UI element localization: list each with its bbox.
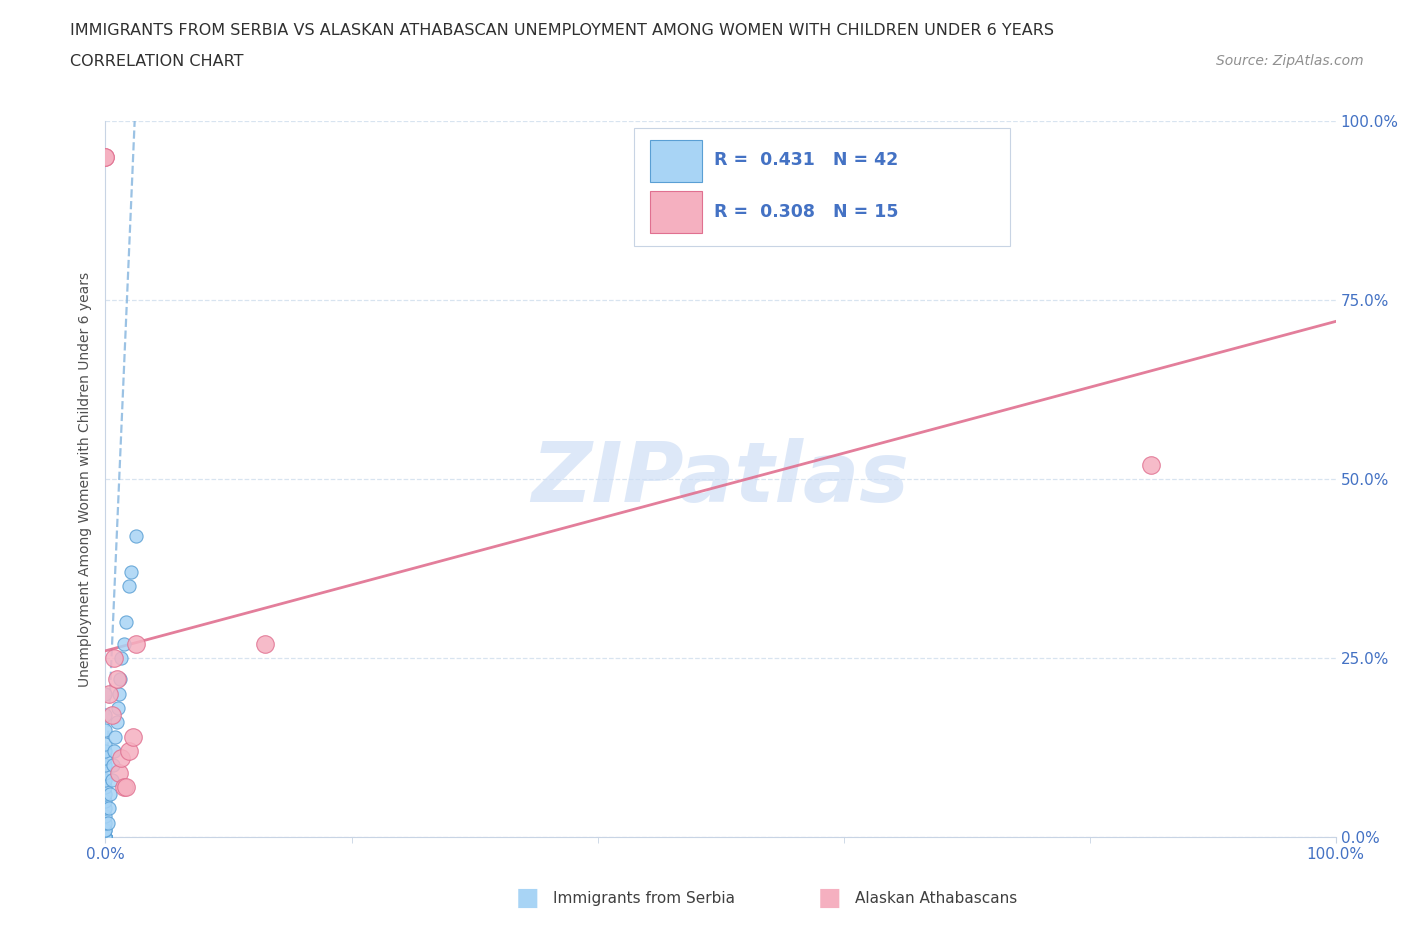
Point: [94, 808, 117, 823]
Text: ■: ■: [818, 886, 841, 910]
Point: [94, 737, 117, 751]
FancyBboxPatch shape: [634, 128, 1010, 246]
Point: [94, 801, 117, 816]
Point: [94, 722, 117, 737]
Text: ■: ■: [516, 886, 538, 910]
Point: [108, 686, 131, 701]
Point: [125, 636, 148, 651]
Point: [94, 779, 117, 794]
Point: [94, 830, 117, 844]
Point: [105, 715, 128, 730]
Point: [112, 636, 135, 651]
Point: [94, 765, 117, 780]
Point: [94, 744, 117, 759]
Point: [94, 751, 117, 765]
Point: [94, 830, 117, 844]
Point: [121, 729, 143, 744]
Text: ZIPatlas: ZIPatlas: [531, 438, 910, 520]
Point: [115, 615, 138, 630]
Point: [94, 830, 117, 844]
Point: [100, 708, 122, 723]
Point: [254, 636, 277, 651]
Point: [125, 529, 148, 544]
Point: [105, 672, 128, 687]
Point: [98, 787, 122, 802]
Point: [94, 772, 117, 787]
Y-axis label: Unemployment Among Women with Children Under 6 years: Unemployment Among Women with Children U…: [79, 272, 93, 686]
Point: [110, 651, 132, 666]
Point: [103, 651, 125, 666]
Point: [94, 150, 117, 165]
Point: [94, 830, 117, 844]
FancyBboxPatch shape: [651, 191, 702, 233]
Text: Alaskan Athabascans: Alaskan Athabascans: [855, 891, 1017, 906]
Point: [112, 779, 135, 794]
Point: [94, 150, 117, 165]
Point: [100, 772, 122, 787]
Point: [94, 794, 117, 809]
Text: CORRELATION CHART: CORRELATION CHART: [70, 54, 243, 69]
Point: [94, 708, 117, 723]
Point: [1140, 458, 1163, 472]
Text: Source: ZipAtlas.com: Source: ZipAtlas.com: [1216, 54, 1364, 68]
Point: [110, 751, 132, 765]
FancyBboxPatch shape: [651, 140, 702, 181]
Point: [94, 758, 117, 773]
Point: [120, 565, 142, 579]
Point: [98, 686, 121, 701]
Point: [108, 765, 131, 780]
Text: R =  0.431   N = 42: R = 0.431 N = 42: [714, 152, 898, 169]
Point: [118, 578, 141, 594]
Point: [94, 787, 117, 802]
Point: [98, 801, 121, 816]
Point: [115, 779, 138, 794]
Point: [104, 729, 127, 744]
Point: [94, 830, 117, 844]
Point: [94, 822, 117, 837]
Text: IMMIGRANTS FROM SERBIA VS ALASKAN ATHABASCAN UNEMPLOYMENT AMONG WOMEN WITH CHILD: IMMIGRANTS FROM SERBIA VS ALASKAN ATHABA…: [70, 23, 1054, 38]
Point: [118, 744, 141, 759]
Point: [94, 830, 117, 844]
Point: [94, 822, 117, 837]
Point: [97, 816, 120, 830]
Point: [94, 830, 117, 844]
Text: Immigrants from Serbia: Immigrants from Serbia: [553, 891, 734, 906]
Point: [94, 830, 117, 844]
Point: [103, 744, 125, 759]
Point: [94, 816, 117, 830]
Text: R =  0.308   N = 15: R = 0.308 N = 15: [714, 203, 898, 220]
Point: [101, 758, 124, 773]
Point: [94, 686, 117, 701]
Point: [110, 672, 132, 687]
Point: [107, 700, 129, 715]
